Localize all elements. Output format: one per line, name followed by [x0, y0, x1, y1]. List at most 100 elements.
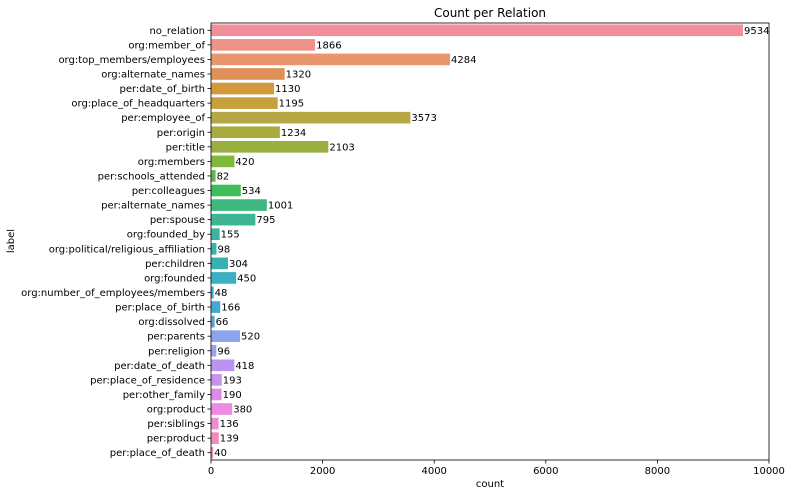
- x-axis-label: count: [476, 479, 504, 490]
- bar-18: [211, 286, 214, 299]
- value-label-0: 9534: [744, 26, 769, 37]
- value-label-18: 48: [215, 288, 228, 299]
- bar-5: [211, 97, 278, 109]
- value-label-17: 450: [237, 273, 256, 284]
- x-tick-label-4: 8000: [645, 466, 670, 477]
- category-label-0: no_relation: [149, 26, 205, 37]
- bar-21: [211, 330, 241, 343]
- value-label-26: 380: [233, 405, 252, 416]
- category-label-25: per:other_family: [123, 390, 205, 401]
- value-label-28: 139: [220, 434, 239, 445]
- category-label-29: per:place_of_death: [110, 448, 205, 459]
- category-label-19: per:place_of_birth: [115, 303, 205, 314]
- value-label-29: 40: [214, 448, 227, 459]
- value-label-19: 166: [221, 303, 240, 314]
- bar-14: [211, 228, 220, 241]
- value-label-22: 96: [217, 346, 230, 357]
- category-label-22: per:religion: [148, 346, 205, 357]
- category-label-16: per:children: [145, 259, 205, 270]
- bar-20: [211, 315, 215, 328]
- bar-7: [211, 126, 280, 139]
- bar-16: [211, 257, 228, 270]
- value-label-3: 1320: [286, 69, 311, 80]
- y-axis-label: label: [6, 229, 17, 253]
- category-label-5: org:place_of_headquarters: [71, 99, 205, 110]
- bar-15: [211, 242, 217, 255]
- value-label-13: 795: [256, 215, 275, 226]
- value-label-24: 193: [223, 375, 242, 386]
- category-label-10: per:schools_attended: [98, 171, 205, 182]
- category-label-28: per:product: [147, 434, 205, 445]
- category-label-17: org:founded: [144, 273, 205, 284]
- bar-6: [211, 111, 411, 124]
- category-label-9: org:members: [138, 157, 205, 168]
- bar-2: [211, 53, 451, 66]
- chart-title: Count per Relation: [434, 6, 546, 20]
- bar-11: [211, 184, 241, 197]
- bar-12: [211, 199, 267, 211]
- value-label-10: 82: [217, 171, 230, 182]
- value-label-25: 190: [223, 390, 242, 401]
- value-label-8: 2103: [329, 142, 354, 153]
- x-tick-label-0: 0: [208, 466, 214, 477]
- bar-4: [211, 82, 275, 95]
- bar-19: [211, 301, 221, 313]
- value-label-9: 420: [235, 157, 254, 168]
- bar-13: [211, 213, 256, 226]
- bar-8: [211, 140, 329, 153]
- x-tick-label-1: 2000: [310, 466, 335, 477]
- bar-26: [211, 403, 233, 415]
- value-label-6: 3573: [411, 113, 436, 124]
- bar-22: [211, 344, 217, 357]
- value-label-20: 66: [216, 317, 229, 328]
- category-label-26: org:product: [147, 405, 205, 416]
- value-label-11: 534: [242, 186, 261, 197]
- bar-3: [211, 68, 285, 80]
- plot-frame: [210, 22, 770, 461]
- category-label-12: per:alternate_names: [101, 201, 205, 212]
- x-tick-label-5: 10000: [753, 466, 785, 477]
- category-label-1: org:member_of: [128, 40, 205, 51]
- bar-27: [211, 417, 219, 430]
- x-ticks: 0 2000 4000 6000 8000 10000: [208, 460, 785, 477]
- category-label-11: per:colleagues: [132, 186, 205, 197]
- category-label-6: per:employee_of: [121, 113, 205, 124]
- value-label-21: 520: [241, 332, 260, 343]
- category-label-20: org:dissolved: [138, 317, 205, 328]
- category-label-23: per:date_of_death: [114, 361, 205, 372]
- bars-layer: [211, 24, 743, 459]
- value-label-5: 1195: [279, 99, 304, 110]
- category-label-2: org:top_members/employees: [58, 55, 205, 66]
- category-label-13: per:spouse: [150, 215, 205, 226]
- bar-24: [211, 374, 222, 386]
- category-label-14: org:founded_by: [127, 230, 205, 241]
- bar-28: [211, 432, 219, 444]
- category-label-8: per:title: [166, 142, 205, 153]
- category-labels: no_relation org:member_of org:top_members/…: [21, 26, 211, 459]
- value-labels: 9534 1866 4284 1320 1130 1195 3573 1234 2103 420 8…: [214, 26, 769, 459]
- category-label-21: per:parents: [147, 332, 205, 343]
- category-label-18: org:number_of_employees/members: [21, 288, 205, 299]
- x-tick-label-3: 6000: [533, 466, 558, 477]
- value-label-27: 136: [220, 419, 239, 430]
- bar-23: [211, 359, 235, 372]
- x-tick-label-2: 4000: [421, 466, 446, 477]
- value-label-15: 98: [217, 244, 230, 255]
- bar-1: [211, 39, 316, 51]
- value-label-2: 4284: [451, 55, 476, 66]
- bar-9: [211, 155, 235, 168]
- value-label-1: 1866: [316, 40, 341, 51]
- value-label-7: 1234: [281, 128, 306, 139]
- category-label-3: org:alternate_names: [101, 69, 205, 80]
- bar-0: [211, 24, 743, 37]
- category-label-7: per:origin: [157, 128, 205, 139]
- bar-17: [211, 272, 237, 284]
- bar-25: [211, 388, 222, 401]
- category-label-15: org:political/religious_affiliation: [49, 244, 205, 255]
- value-label-4: 1130: [275, 84, 300, 95]
- category-label-24: per:place_of_residence: [90, 375, 205, 386]
- value-label-16: 304: [229, 259, 248, 270]
- bar-29: [211, 446, 214, 459]
